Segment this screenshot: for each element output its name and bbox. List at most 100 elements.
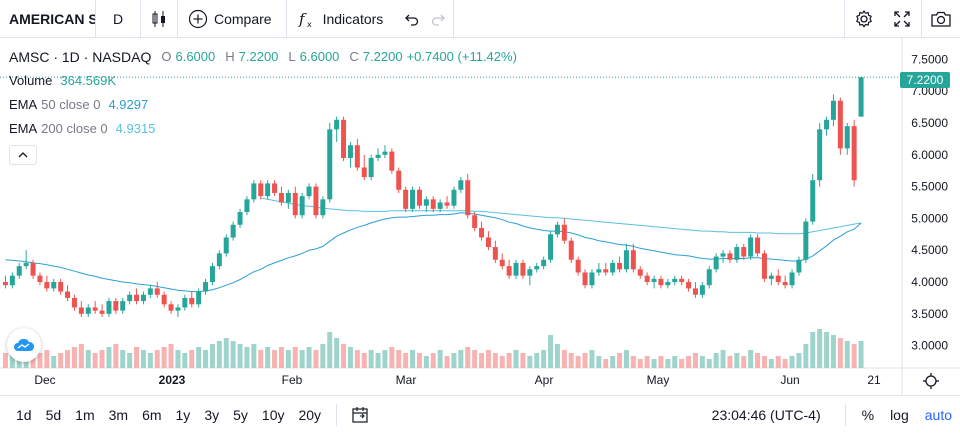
legend-low-key: L [288, 49, 296, 64]
range-3m-button[interactable]: 3m [108, 406, 129, 423]
price-axis-label: 5.0000 [911, 211, 948, 225]
candle-body [472, 215, 478, 228]
ema200-value: 4.9315 [115, 121, 156, 136]
candle-body [313, 186, 319, 216]
range-1d-button[interactable]: 1d [16, 406, 32, 423]
range-1y-button[interactable]: 1y [175, 406, 191, 423]
time-axis-label: Apr [535, 373, 554, 387]
candle-body [527, 269, 533, 276]
volume-bar [272, 350, 278, 368]
volume-bar [106, 347, 112, 368]
ema200-label: EMA [9, 121, 38, 136]
candle-body [416, 189, 422, 206]
legend-symbol-title[interactable]: AMSC · 1D · NASDAQ [9, 49, 152, 65]
volume-bar [120, 350, 126, 368]
range-5y-button[interactable]: 5y [233, 406, 248, 423]
interval-button[interactable]: D [112, 10, 124, 27]
volume-bar [51, 356, 57, 368]
chart-area[interactable]: 7.5000 7.0000 6.5000 6.0000 5.5000 5.0000 4.50… [0, 38, 960, 395]
volume-bar [9, 350, 15, 368]
candle-body [37, 275, 43, 283]
candle-body [589, 272, 595, 286]
volume-bar [99, 350, 105, 368]
volume-bar [368, 350, 374, 368]
undo-button[interactable] [397, 0, 425, 38]
volume-bar [458, 350, 464, 368]
range-20y-button[interactable]: 20y [298, 406, 322, 423]
volume-bar [258, 350, 264, 368]
volume-bar [817, 329, 823, 368]
compare-button[interactable]: Compare [178, 0, 286, 38]
candle-body [741, 247, 747, 257]
volume-label: Volume [9, 73, 53, 88]
snapshot-button[interactable] [922, 0, 960, 38]
indicators-button[interactable]: f x Indicators [287, 0, 398, 38]
symbol-search-button[interactable]: AMERICAN S [0, 0, 96, 38]
volume-bar [844, 341, 850, 368]
candle-body [658, 278, 664, 286]
volume-bar [389, 347, 395, 368]
candle-body [479, 227, 485, 238]
fullscreen-button[interactable] [883, 0, 921, 38]
volume-bar [134, 347, 140, 368]
log-scale-toggle[interactable]: log [890, 407, 909, 423]
volume-bar [679, 359, 685, 368]
range-5d-button[interactable]: 5d [45, 406, 62, 423]
volume-bar [630, 356, 636, 368]
candle-body [251, 183, 257, 200]
candle-body [127, 294, 133, 302]
candle-body [830, 100, 836, 120]
candle-body [610, 262, 616, 273]
candle-body [30, 262, 36, 276]
candle-body [451, 189, 457, 206]
volume-bar [334, 338, 340, 368]
range-6m-button[interactable]: 6m [142, 406, 162, 423]
chart-style-button[interactable] [141, 0, 177, 38]
goto-date-button[interactable] [345, 406, 375, 424]
volume-bar [637, 359, 643, 368]
candle-body [548, 234, 554, 260]
candle-body [154, 288, 160, 295]
volume-bar [485, 350, 491, 368]
auto-scale-toggle[interactable]: auto [924, 407, 952, 423]
candle-body [844, 126, 850, 149]
calendar-icon [352, 406, 368, 423]
bottom-divider [844, 404, 846, 426]
candle-body [44, 282, 50, 289]
legend-volume-row[interactable]: Volume 364.569K [9, 69, 517, 93]
legend-ema50-row[interactable]: EMA 50 close 0 4.9297 [9, 93, 517, 117]
candle-body [92, 307, 98, 311]
redo-icon [432, 14, 446, 26]
volume-bar [782, 359, 788, 368]
volume-bar [327, 332, 333, 368]
toolbar-right-group [844, 0, 960, 38]
percent-scale-toggle[interactable]: % [861, 407, 875, 423]
toolbar-divider [140, 0, 141, 38]
volume-bar [706, 359, 712, 368]
candle-body [534, 266, 540, 270]
candle-body [520, 262, 526, 276]
candle-body [278, 192, 284, 203]
range-1m-button[interactable]: 1m [75, 406, 95, 423]
time-axis-label: 2023 [159, 373, 186, 387]
range-10y-button[interactable]: 10y [261, 406, 285, 423]
redo-button[interactable] [425, 0, 453, 38]
legend-collapse-button[interactable] [9, 145, 37, 165]
volume-bar [71, 347, 77, 368]
candle-body [513, 262, 519, 276]
candle-body [265, 183, 271, 197]
volume-bar [113, 344, 119, 368]
candle-body [375, 154, 381, 158]
volume-bar [734, 353, 740, 368]
legend-ema200-row[interactable]: EMA 200 close 0 4.9315 [9, 117, 517, 141]
bottom-toolbar: 1d 5d 1m 3m 6m 1y 3y 5y 10y 20y 23:04:46… [0, 395, 960, 433]
volume-bar [154, 350, 160, 368]
candle-body [203, 282, 209, 292]
volume-bar [575, 356, 581, 368]
tradingview-logo[interactable] [7, 328, 41, 362]
settings-button[interactable] [845, 0, 883, 38]
range-3y-button[interactable]: 3y [204, 406, 220, 423]
volume-bar [596, 356, 602, 368]
timezone-clock[interactable]: 23:04:46 (UTC-4) [711, 407, 821, 423]
candle-body [113, 301, 119, 311]
